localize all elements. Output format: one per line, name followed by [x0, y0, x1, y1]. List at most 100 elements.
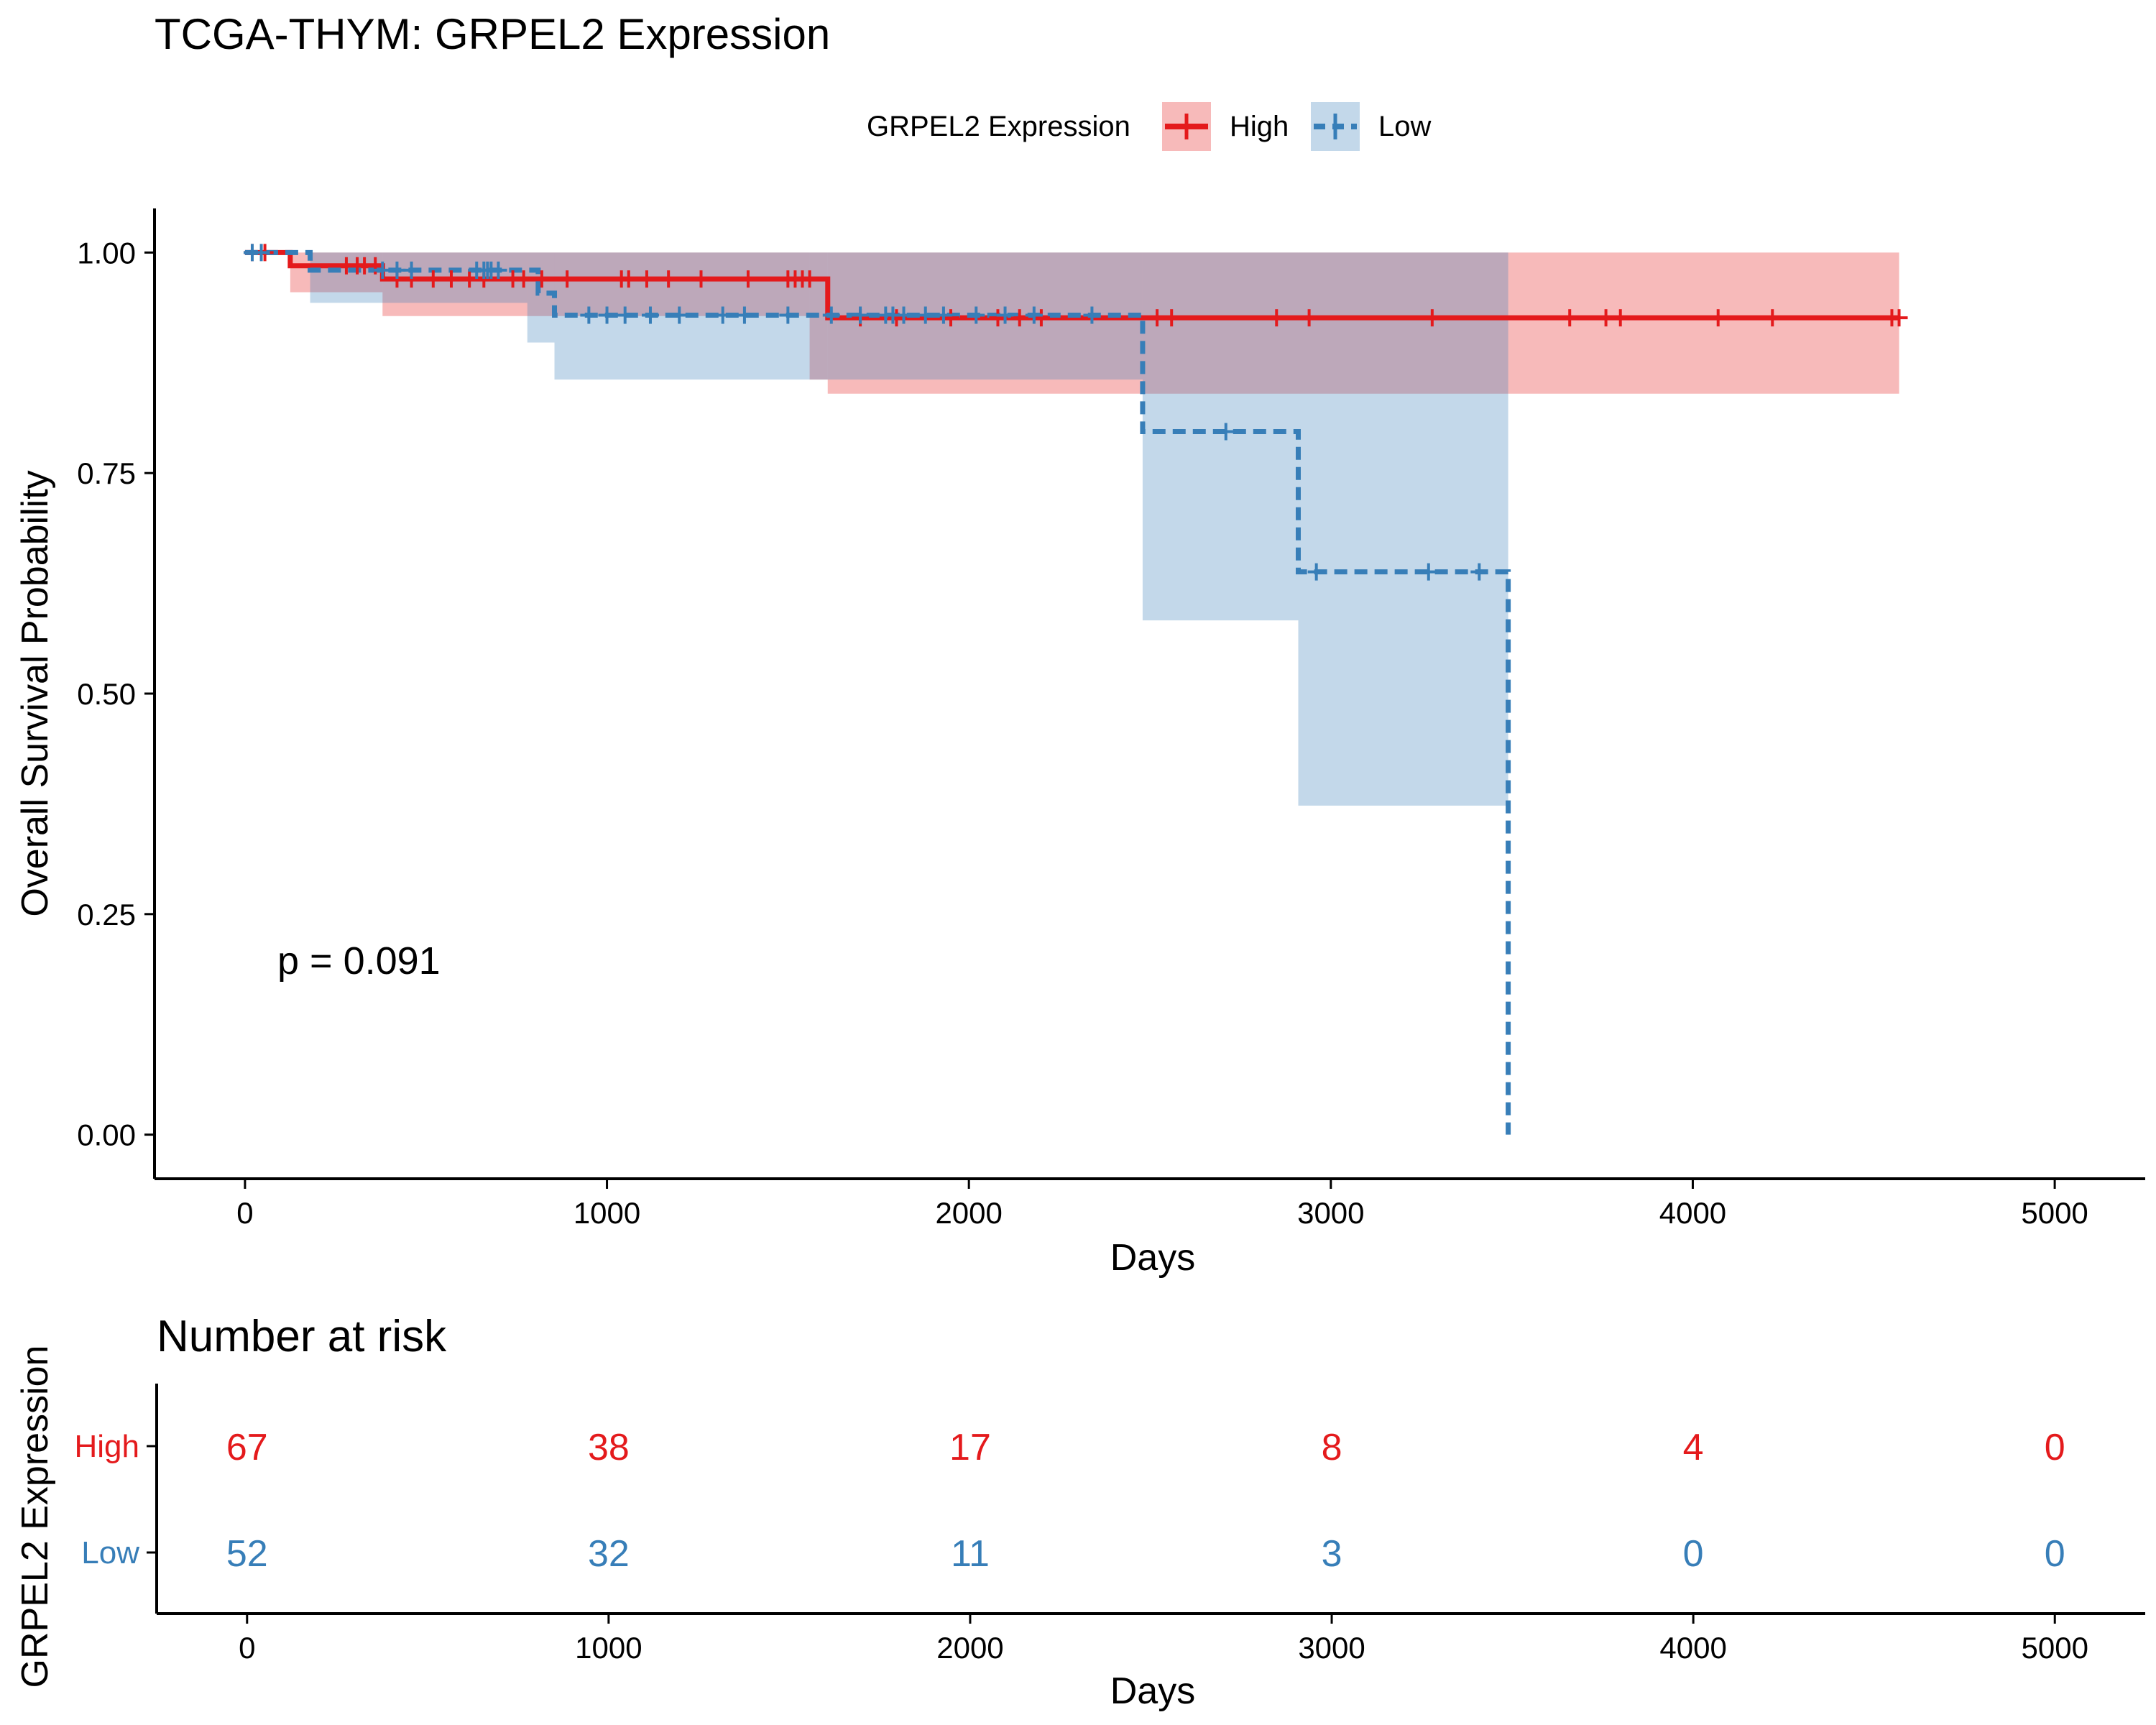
censor-mark-low-24: [934, 306, 952, 324]
censor-mark-high-25: [801, 270, 819, 288]
x-tick-label-1: 1000: [573, 1196, 640, 1230]
censor-mark-low-4: [402, 261, 420, 279]
censor-mark-high-35: [1300, 309, 1318, 327]
x-axis-label: Days: [1110, 1237, 1195, 1279]
risk-x-tick-label-5: 5000: [2022, 1631, 2088, 1665]
legend-key-low: [1311, 102, 1360, 151]
survival-plot-panel: 0.00 0.25 0.50 0.75 1.00 0 1000 2000 3000 4000 500…: [14, 208, 2145, 1279]
censor-mark-low-19: [852, 306, 870, 324]
censor-mark-low-27: [1025, 306, 1043, 324]
survival-curve-low: [244, 249, 1511, 1135]
risk-cell-low-0: 52: [226, 1533, 268, 1575]
censor-mark-low-30: [1307, 563, 1325, 581]
risk-table-title: Number at risk: [157, 1312, 447, 1361]
censor-mark-low-9: [489, 261, 507, 279]
censor-mark-high-28: [942, 309, 959, 327]
censor-mark-low-18: [822, 306, 840, 324]
risk-table-values: 67 38 17 8 4 0 52 32 11 3 0 0: [226, 1427, 2065, 1575]
risk-row-label-low: Low: [81, 1535, 139, 1570]
ci-band-low-3: [1142, 252, 1299, 621]
ci-band-low-1: [527, 252, 555, 343]
risk-x-axis-label: Days: [1110, 1670, 1195, 1712]
censor-mark-high-38: [1597, 309, 1615, 327]
x-tick-label-2: 2000: [935, 1196, 1002, 1230]
censor-mark-high-8: [424, 270, 442, 288]
censor-mark-high-32: [1148, 309, 1166, 327]
legend-key-high: [1162, 102, 1211, 151]
censor-mark-high-29: [989, 309, 1007, 327]
censor-mark-high-17: [619, 270, 637, 288]
x-tick-label-0: 0: [236, 1196, 253, 1230]
risk-table-axes: 0 1000 2000 3000 4000 5000 High Low: [75, 1384, 2145, 1665]
censor-mark-high-18: [637, 270, 655, 288]
x-tick-label-4: 4000: [1659, 1196, 1726, 1230]
censor-mark-low-29: [1217, 423, 1235, 441]
censor-mark-low-26: [996, 306, 1014, 324]
legend-title: GRPEL2 Expression: [867, 111, 1130, 142]
risk-cell-high-5: 0: [2045, 1427, 2065, 1468]
risk-x-tick-label-1: 1000: [575, 1631, 642, 1665]
risk-cell-low-5: 0: [2045, 1533, 2065, 1575]
censor-mark-low-22: [895, 306, 913, 324]
risk-y-axis-label: GRPEL2 Expression: [14, 1346, 56, 1688]
censor-mark-high-15: [558, 270, 576, 288]
risk-table-panel: Number at risk 67 38 17 8 4 0 52 32 11 3 0 0 0 1000 2…: [14, 1312, 2145, 1712]
chart-title: TCGA-THYM: GRPEL2 Expression: [155, 10, 830, 58]
p-value-annotation: p = 0.091: [277, 939, 441, 983]
censor-mark-high-36: [1423, 309, 1441, 327]
risk-cell-high-2: 17: [949, 1427, 991, 1468]
censor-mark-low-1: [252, 244, 270, 262]
legend-label-low: Low: [1378, 111, 1431, 142]
y-tick-label-0: 0.00: [77, 1118, 136, 1152]
risk-cell-high-3: 8: [1322, 1427, 1342, 1468]
censor-mark-low-15: [714, 306, 732, 324]
risk-row-label-high: High: [75, 1429, 140, 1464]
censor-mark-high-20: [692, 270, 710, 288]
risk-x-tick-label-0: 0: [239, 1631, 255, 1665]
censor-mark-high-43: [1890, 309, 1908, 327]
legend: GRPEL2 Expression High Low: [867, 102, 1431, 151]
y-tick-label-4: 1.00: [77, 236, 136, 270]
censor-marks: [243, 244, 1908, 581]
y-tick-label-1: 0.25: [77, 898, 136, 932]
censor-mark-low-17: [779, 306, 797, 324]
risk-x-tick-label-4: 4000: [1659, 1631, 1726, 1665]
censor-mark-high-37: [1561, 309, 1579, 327]
censor-mark-low-10: [580, 306, 598, 324]
risk-cell-low-2: 11: [951, 1533, 990, 1575]
risk-x-tick-label-2: 2000: [936, 1631, 1003, 1665]
censor-mark-low-13: [641, 306, 659, 324]
risk-cell-high-1: 38: [588, 1427, 630, 1468]
censor-mark-low-32: [1470, 563, 1488, 581]
risk-cell-low-1: 32: [588, 1533, 630, 1575]
censor-mark-low-16: [735, 306, 753, 324]
censor-mark-high-10: [461, 270, 479, 288]
censor-mark-low-3: [388, 261, 406, 279]
censor-mark-high-21: [739, 270, 757, 288]
censor-mark-low-11: [598, 306, 616, 324]
y-tick-label-2: 0.50: [77, 677, 136, 711]
survival-axes: 0.00 0.25 0.50 0.75 1.00 0 1000 2000 3000 4000 500…: [77, 208, 2145, 1230]
y-tick-label-3: 0.75: [77, 456, 136, 490]
censor-mark-high-40: [1709, 309, 1727, 327]
x-tick-label-5: 5000: [2021, 1196, 2088, 1230]
risk-cell-low-3: 3: [1322, 1533, 1342, 1575]
censor-mark-high-27: [888, 309, 906, 327]
y-axis-label: Overall Survival Probability: [14, 470, 56, 916]
censor-mark-low-14: [671, 306, 688, 324]
censor-mark-low-31: [1419, 563, 1437, 581]
censor-mark-high-19: [660, 270, 678, 288]
censor-mark-low-2: [374, 261, 392, 279]
censor-mark-high-34: [1268, 309, 1286, 327]
censor-mark-high-31: [1032, 309, 1050, 327]
risk-x-tick-label-3: 3000: [1298, 1631, 1365, 1665]
risk-cell-high-0: 67: [226, 1427, 268, 1468]
x-tick-label-3: 3000: [1297, 1196, 1364, 1230]
censor-mark-high-13: [515, 270, 533, 288]
censor-mark-high-41: [1764, 309, 1782, 327]
ci-band-low-4: [1298, 252, 1508, 806]
censor-mark-high-39: [1611, 309, 1629, 327]
censor-mark-low-25: [967, 306, 985, 324]
